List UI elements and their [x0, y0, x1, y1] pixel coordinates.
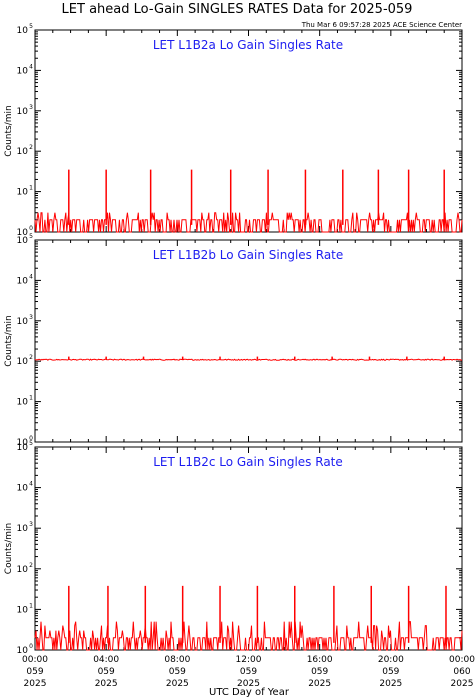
y-tick-label-exponent: 1 [29, 395, 33, 402]
x-tick-label-doy: 059 [169, 667, 186, 677]
y-tick-label-base: 10 [17, 605, 29, 615]
y-axis-label: Counts/min [4, 105, 14, 156]
y-axis-label: Counts/min [4, 523, 14, 574]
x-tick-label-year: 2025 [379, 679, 402, 689]
y-tick-label-exponent: 2 [29, 354, 33, 361]
y-tick-label-exponent: 3 [29, 521, 33, 528]
y-tick-label-base: 10 [17, 443, 29, 453]
series-line [34, 358, 463, 361]
y-tick-label-base: 10 [17, 565, 29, 575]
x-tick-label-doy: 059 [240, 667, 257, 677]
x-tick-label-time: 08:00 [164, 655, 190, 665]
y-tick-label-base: 10 [17, 228, 29, 238]
x-tick-label-time: 16:00 [307, 655, 333, 665]
panel-title: LET L1B2b Lo Gain Singles Rate [153, 248, 344, 262]
y-tick-label-exponent: 4 [29, 63, 33, 70]
y-tick-label-base: 10 [17, 147, 29, 157]
plot-frame [34, 29, 463, 233]
y-tick-label-exponent: 5 [29, 233, 33, 240]
x-tick-labels: 00:00 059 2025 04:00 059 2025 08:00 059 2025 12:0… [22, 655, 475, 689]
x-tick-label-year: 2025 [95, 679, 118, 689]
y-tick-label-base: 10 [17, 357, 29, 367]
y-tick-label-exponent: 4 [29, 273, 33, 280]
series-line [34, 212, 463, 233]
y-tick-label-exponent: 0 [29, 435, 33, 442]
x-tick-label-time: 20:00 [378, 655, 404, 665]
y-tick-label-base: 10 [17, 484, 29, 494]
y-tick-label-exponent: 1 [29, 185, 33, 192]
x-tick-label-year: 2025 [237, 679, 260, 689]
x-tick-label-year: 2025 [166, 679, 189, 689]
x-tick-label-doy: 059 [26, 667, 43, 677]
x-tick-label-doy: 059 [382, 667, 399, 677]
y-tick-label-base: 10 [17, 26, 29, 36]
y-tick-label-exponent: 5 [29, 440, 33, 447]
y-tick-label-exponent: 0 [29, 643, 33, 650]
y-tick-label-base: 10 [17, 524, 29, 534]
y-tick-label-base: 10 [17, 646, 29, 656]
y-tick-label-base: 10 [17, 188, 29, 198]
y-tick-label-exponent: 3 [29, 314, 33, 321]
panel-title: LET L1B2c Lo Gain Singles Rate [153, 455, 343, 469]
x-tick-label-doy: 059 [311, 667, 328, 677]
y-tick-label-exponent: 2 [29, 144, 33, 151]
y-tick-label-base: 10 [17, 66, 29, 76]
x-tick-label-time: 00:00 [449, 655, 475, 665]
plot-frame [34, 239, 463, 443]
x-tick-label-doy: 060 [453, 667, 470, 677]
y-tick-label-base: 10 [17, 438, 29, 448]
y-tick-label-base: 10 [17, 276, 29, 286]
y-tick-label-exponent: 2 [29, 562, 33, 569]
y-tick-label-exponent: 0 [29, 225, 33, 232]
y-tick-label-base: 10 [17, 398, 29, 408]
x-tick-label-time: 00:00 [22, 655, 48, 665]
y-axis-label: Counts/min [4, 315, 14, 366]
y-tick-label-exponent: 4 [29, 481, 33, 488]
plot-frame [34, 446, 463, 651]
x-axis-label: UTC Day of Year [209, 687, 290, 698]
y-tick-label-base: 10 [17, 236, 29, 246]
y-tick-label-base: 10 [17, 107, 29, 117]
x-tick-label-doy: 059 [98, 667, 115, 677]
y-tick-label-exponent: 5 [29, 23, 33, 30]
x-tick-label-time: 12:00 [236, 655, 262, 665]
x-tick-label-year: 2025 [308, 679, 331, 689]
y-tick-label-base: 10 [17, 317, 29, 327]
series-line [34, 621, 463, 651]
y-tick-label-exponent: 1 [29, 602, 33, 609]
x-tick-label-time: 04:00 [93, 655, 119, 665]
x-tick-label-year: 2025 [24, 679, 47, 689]
x-tick-label-year: 2025 [451, 679, 474, 689]
panel-title: LET L1B2a Lo Gain Singles Rate [153, 38, 343, 52]
figure-title: LET ahead Lo-Gain SINGLES RATES Data for… [62, 2, 413, 17]
y-tick-label-exponent: 3 [29, 104, 33, 111]
generation-timestamp: Thu Mar 6 09:57:28 2025 ACE Science Cent… [301, 21, 462, 29]
